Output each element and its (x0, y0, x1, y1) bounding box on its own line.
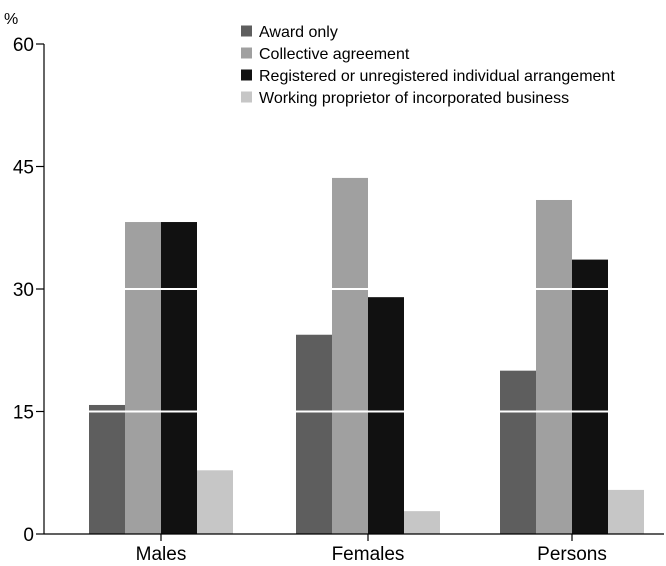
legend: Award only Collective agreement Registered… (241, 24, 615, 107)
legend-swatch-2 (241, 47, 252, 59)
bar-males-series-3 (161, 222, 197, 535)
gridlines (44, 43, 664, 413)
legend-swatch-1 (241, 25, 252, 37)
legend-label-4: Working proprietor of incorporated busin… (259, 90, 569, 107)
y-axis-unit-label: % (4, 11, 18, 28)
legend-label-3: Registered or unregistered individual ar… (259, 68, 615, 85)
y-axis-ticks: 0 15 30 45 60 (13, 35, 44, 546)
bar-females-series-1 (296, 334, 332, 534)
legend-label-1: Award only (259, 24, 338, 41)
bar-females-series-4 (404, 511, 440, 534)
x-tick-label-females: Females (332, 544, 405, 565)
y-tick-label-3: 45 (13, 158, 34, 179)
legend-swatch-3 (241, 69, 252, 81)
bar-persons-series-3 (572, 259, 608, 534)
legend-label-2: Collective agreement (259, 46, 410, 63)
bars-group (89, 177, 644, 535)
bar-persons-series-4 (608, 489, 644, 534)
y-tick-label-2: 30 (13, 280, 34, 301)
y-tick-label-1: 15 (13, 403, 34, 424)
y-tick-label-0: 0 (23, 525, 34, 546)
bar-females-series-3 (368, 297, 404, 534)
x-axis-ticks: Males Females Persons (136, 534, 607, 565)
x-tick-label-persons: Persons (537, 544, 607, 565)
y-tick-label-4: 60 (13, 35, 34, 56)
bar-persons-series-2 (536, 199, 572, 534)
bar-persons-series-1 (500, 370, 536, 534)
legend-swatch-4 (241, 91, 252, 103)
x-tick-label-males: Males (136, 544, 187, 565)
bar-females-series-2 (332, 177, 368, 534)
bar-males-series-2 (125, 222, 161, 535)
bar-males-series-4 (197, 470, 233, 534)
bar-males-series-1 (89, 404, 125, 534)
